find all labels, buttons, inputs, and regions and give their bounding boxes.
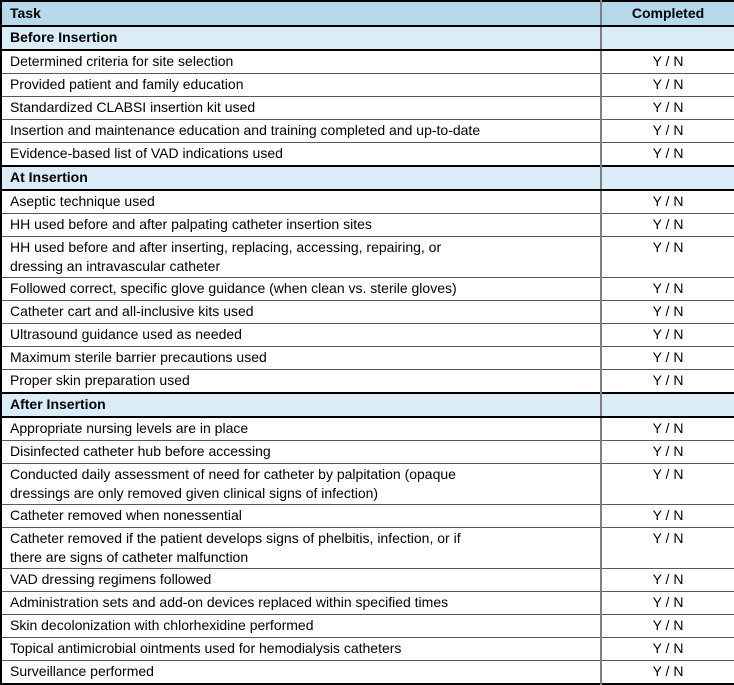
task-row: Standardized CLABSI insertion kit used Y …	[1, 96, 734, 120]
section-completed-cell	[600, 392, 734, 418]
completed-value: Y / N	[600, 614, 734, 638]
completed-value: Y / N	[600, 504, 734, 528]
completed-value: Y / N	[600, 660, 734, 684]
completed-value: Y / N	[600, 73, 734, 97]
task-label: Evidence-based list of VAD indications u…	[1, 142, 601, 166]
task-row: Evidence-based list of VAD indications u…	[1, 142, 734, 166]
completed-value: Y / N	[600, 527, 734, 569]
task-row: Appropriate nursing levels are in place Y…	[1, 416, 734, 441]
task-row: Maximum sterile barrier precautions used…	[1, 346, 734, 370]
task-label: Followed correct, specific glove guidanc…	[1, 277, 601, 301]
section-row: After Insertion	[1, 392, 734, 418]
completed-value: Y / N	[600, 440, 734, 464]
section-title: Before Insertion	[1, 25, 601, 51]
task-label: Skin decolonization with chlorhexidine p…	[1, 614, 601, 638]
task-row: Determined criteria for site selection Y …	[1, 49, 734, 74]
completed-value: Y / N	[600, 369, 734, 393]
section-row: At Insertion	[1, 165, 734, 191]
completed-value: Y / N	[600, 416, 734, 441]
section-row: Before Insertion	[1, 25, 734, 51]
table-body: Before Insertion Determined criteria for …	[1, 25, 734, 684]
task-row: Aseptic technique used Y / N	[1, 189, 734, 214]
completed-value: Y / N	[600, 346, 734, 370]
task-row: Disinfected catheter hub before accessin…	[1, 440, 734, 464]
task-label: Provided patient and family education	[1, 73, 601, 97]
task-row: Administration sets and add-on devices r…	[1, 591, 734, 615]
task-row: Catheter cart and all-inclusive kits use…	[1, 300, 734, 324]
column-header-task: Task	[1, 1, 601, 27]
completed-value: Y / N	[600, 300, 734, 324]
task-row: Skin decolonization with chlorhexidine p…	[1, 614, 734, 638]
task-label: Insertion and maintenance education and …	[1, 119, 601, 143]
completed-value: Y / N	[600, 568, 734, 592]
completed-value: Y / N	[600, 637, 734, 661]
task-label: Surveillance performed	[1, 660, 601, 684]
section-completed-cell	[600, 25, 734, 51]
completed-value: Y / N	[600, 591, 734, 615]
task-row: Insertion and maintenance education and …	[1, 119, 734, 143]
section-title: At Insertion	[1, 165, 601, 191]
task-label: Administration sets and add-on devices r…	[1, 591, 601, 615]
task-label: Catheter cart and all-inclusive kits use…	[1, 300, 601, 324]
section-completed-cell	[600, 165, 734, 191]
column-header-completed: Completed	[600, 1, 734, 27]
task-label: Appropriate nursing levels are in place	[1, 416, 601, 441]
header-row: Task Completed	[1, 1, 734, 27]
task-row: Catheter removed if the patient develops…	[1, 527, 734, 569]
completed-value: Y / N	[600, 277, 734, 301]
task-row: Provided patient and family education Y /…	[1, 73, 734, 97]
task-row: Catheter removed when nonessential Y / N	[1, 504, 734, 528]
completed-value: Y / N	[600, 236, 734, 278]
task-row: Surveillance performed Y / N	[1, 660, 734, 684]
task-label: HH used before and after inserting, repl…	[1, 236, 601, 278]
completed-value: Y / N	[600, 323, 734, 347]
completed-value: Y / N	[600, 49, 734, 74]
task-row: Topical antimicrobial ointments used for…	[1, 637, 734, 661]
task-label: Standardized CLABSI insertion kit used	[1, 96, 601, 120]
task-row: HH used before and after palpating cathe…	[1, 213, 734, 237]
completed-value: Y / N	[600, 96, 734, 120]
task-label: Catheter removed if the patient develops…	[1, 527, 601, 569]
task-row: VAD dressing regimens followed Y / N	[1, 568, 734, 592]
task-label: Aseptic technique used	[1, 189, 601, 214]
task-label: Proper skin preparation used	[1, 369, 601, 393]
task-label: Ultrasound guidance used as needed	[1, 323, 601, 347]
task-label: VAD dressing regimens followed	[1, 568, 601, 592]
task-label: Maximum sterile barrier precautions used	[1, 346, 601, 370]
task-label: Disinfected catheter hub before accessin…	[1, 440, 601, 464]
task-label: Conducted daily assessment of need for c…	[1, 463, 601, 505]
task-row: Followed correct, specific glove guidanc…	[1, 277, 734, 301]
section-title: After Insertion	[1, 392, 601, 418]
task-label: Catheter removed when nonessential	[1, 504, 601, 528]
completed-value: Y / N	[600, 119, 734, 143]
completed-value: Y / N	[600, 213, 734, 237]
completed-value: Y / N	[600, 189, 734, 214]
task-row: HH used before and after inserting, repl…	[1, 236, 734, 278]
task-row: Ultrasound guidance used as needed Y / N	[1, 323, 734, 347]
task-label: Topical antimicrobial ointments used for…	[1, 637, 601, 661]
task-row: Proper skin preparation used Y / N	[1, 369, 734, 393]
completed-value: Y / N	[600, 463, 734, 505]
completed-value: Y / N	[600, 142, 734, 166]
task-row: Conducted daily assessment of need for c…	[1, 463, 734, 505]
task-label: Determined criteria for site selection	[1, 49, 601, 74]
task-label: HH used before and after palpating cathe…	[1, 213, 601, 237]
